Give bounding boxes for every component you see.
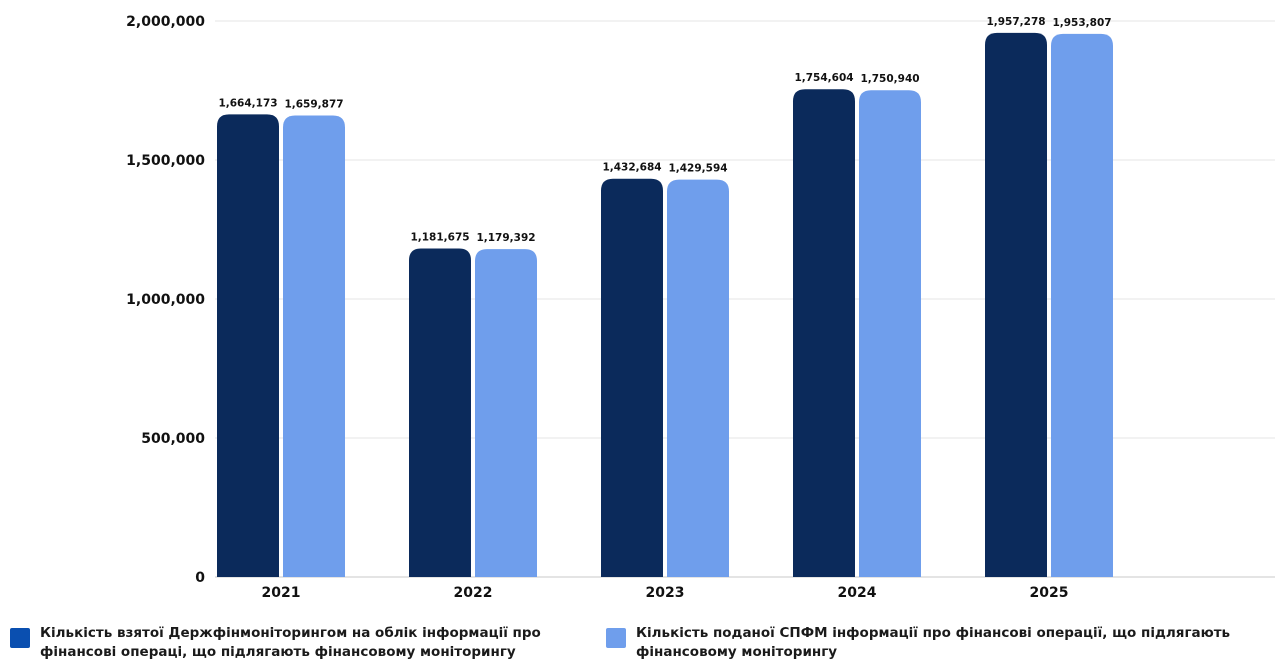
bar-value-label: 1,953,807 bbox=[1052, 17, 1111, 29]
legend-item-1: Кількість поданої СПФМ інформації про фі… bbox=[606, 624, 1278, 662]
bar-value-label: 1,754,604 bbox=[794, 72, 853, 84]
bar-value-label: 1,750,940 bbox=[860, 73, 919, 85]
x-tick-label: 2025 bbox=[1030, 585, 1069, 601]
y-tick-label: 500,000 bbox=[141, 431, 205, 447]
bar-value-label: 1,432,684 bbox=[602, 162, 661, 174]
bar bbox=[859, 90, 921, 577]
x-axis: 2021 2022 2023 2024 2025 bbox=[262, 585, 1069, 601]
bar-chart: 0 500,000 1,000,000 1,500,000 2,000,000 1,66… bbox=[126, 14, 1275, 601]
bar-value-label: 1,181,675 bbox=[410, 231, 469, 243]
bar-value-label: 1,957,278 bbox=[986, 16, 1045, 28]
legend-label-1: Кількість поданої СПФМ інформації про фі… bbox=[636, 625, 1231, 660]
y-axis: 0 500,000 1,000,000 1,500,000 2,000,000 bbox=[126, 14, 205, 586]
x-tick-label: 2023 bbox=[646, 585, 685, 601]
y-tick-label: 0 bbox=[195, 570, 205, 586]
gridlines bbox=[215, 20, 1275, 578]
legend-swatch-0 bbox=[10, 628, 30, 648]
bar-value-label: 1,664,173 bbox=[218, 97, 277, 109]
bar-value-labels: 1,664,173 1,659,877 1,181,675 1,179,392 1,43… bbox=[218, 16, 1111, 244]
legend-label-0: Кількість взятої Держфінмоніторингом на … bbox=[40, 625, 541, 660]
y-tick-label: 2,000,000 bbox=[126, 14, 205, 30]
bar bbox=[601, 178, 663, 577]
bar-value-label: 1,659,877 bbox=[284, 99, 343, 111]
bar bbox=[475, 249, 537, 577]
bar bbox=[283, 115, 345, 577]
bar bbox=[985, 32, 1047, 578]
bar bbox=[217, 114, 279, 577]
bar bbox=[793, 89, 855, 577]
bar bbox=[1051, 33, 1113, 577]
legend-swatch-1 bbox=[606, 628, 626, 648]
x-tick-label: 2024 bbox=[838, 585, 877, 601]
y-tick-label: 1,500,000 bbox=[126, 153, 205, 169]
bar-value-label: 1,429,594 bbox=[668, 163, 727, 175]
bar-value-label: 1,179,392 bbox=[476, 232, 535, 244]
bars bbox=[217, 32, 1113, 578]
y-tick-label: 1,000,000 bbox=[126, 292, 205, 308]
bar bbox=[667, 179, 729, 577]
legend-item-0: Кількість взятої Держфінмоніторингом на … bbox=[10, 624, 585, 662]
x-tick-label: 2021 bbox=[262, 585, 301, 601]
bar bbox=[409, 248, 471, 577]
x-tick-label: 2022 bbox=[454, 585, 493, 601]
